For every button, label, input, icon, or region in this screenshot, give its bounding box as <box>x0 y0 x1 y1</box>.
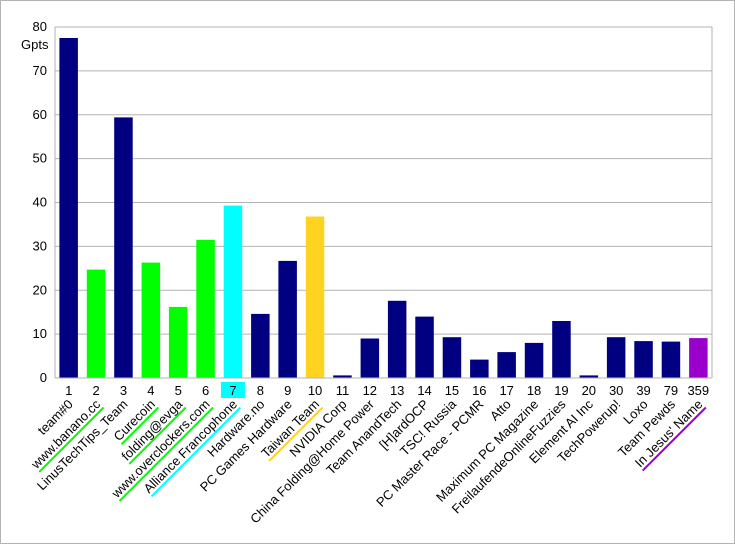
rank-label: 18 <box>527 383 541 398</box>
y-axis-label: Gpts <box>21 37 49 52</box>
bar-79 <box>661 341 681 378</box>
y-tick-label: 60 <box>33 107 47 122</box>
rank-label: 17 <box>499 383 513 398</box>
bar-39 <box>634 341 653 378</box>
rank-label: 9 <box>284 383 291 398</box>
rank-label: 11 <box>336 383 350 398</box>
team-underline <box>118 406 214 502</box>
y-tick-label: 0 <box>40 370 47 385</box>
bar-4 <box>141 262 161 378</box>
bar-11 <box>333 375 352 378</box>
rank-label: 79 <box>664 383 678 398</box>
team-underline <box>120 406 160 446</box>
rank-label: 16 <box>472 383 486 398</box>
y-tick-label: 70 <box>33 63 47 78</box>
rank-label: 8 <box>257 383 264 398</box>
bar-17 <box>497 352 516 378</box>
bar-5 <box>168 306 188 378</box>
rank-label: 7 <box>229 383 236 398</box>
bar-19 <box>552 321 571 378</box>
bar-30 <box>606 337 626 378</box>
rank-label: 2 <box>92 383 99 398</box>
y-tick-label: 30 <box>33 238 47 253</box>
bar-14 <box>415 316 434 378</box>
rank-label: 10 <box>308 383 322 398</box>
y-tick-label: 20 <box>33 282 47 297</box>
rank-label: 39 <box>636 383 650 398</box>
rank-label: 14 <box>417 383 431 398</box>
rank-highlight <box>220 382 245 398</box>
rank-label: 4 <box>147 383 154 398</box>
rank-label: 20 <box>582 383 596 398</box>
rank-label: 5 <box>175 383 182 398</box>
bar-9 <box>278 260 297 378</box>
bar-13 <box>387 300 407 378</box>
team-underline <box>128 406 187 465</box>
bar-16 <box>470 359 489 378</box>
bar-10 <box>305 216 325 378</box>
y-tick-label: 50 <box>33 151 47 166</box>
bar-20 <box>579 375 599 378</box>
rank-label: 30 <box>609 383 623 398</box>
rank-label: 15 <box>445 383 459 398</box>
rank-label: 12 <box>363 383 377 398</box>
bar-8 <box>251 313 270 378</box>
team-underline <box>38 406 105 473</box>
y-tick-label: 10 <box>33 326 47 341</box>
rank-label: 359 <box>687 383 709 398</box>
y-tick-label: 80 <box>33 19 47 34</box>
rank-label: 6 <box>202 383 209 398</box>
rank-label: 19 <box>554 383 568 398</box>
bar-2 <box>86 269 106 378</box>
bar-15 <box>442 337 462 378</box>
bar-3 <box>114 117 133 379</box>
rank-label: 13 <box>390 383 404 398</box>
bar-18 <box>524 342 544 378</box>
team-underline <box>150 406 242 498</box>
bar-1 <box>59 38 78 378</box>
bar-6 <box>196 239 215 378</box>
y-tick-label: 40 <box>33 195 47 210</box>
rank-label: 3 <box>120 383 127 398</box>
team-underline <box>641 406 707 472</box>
bar-7 <box>223 205 243 378</box>
rank-label: 1 <box>65 383 72 398</box>
team-underline <box>268 406 324 462</box>
bar-12 <box>360 338 380 378</box>
bar-359 <box>689 338 708 378</box>
